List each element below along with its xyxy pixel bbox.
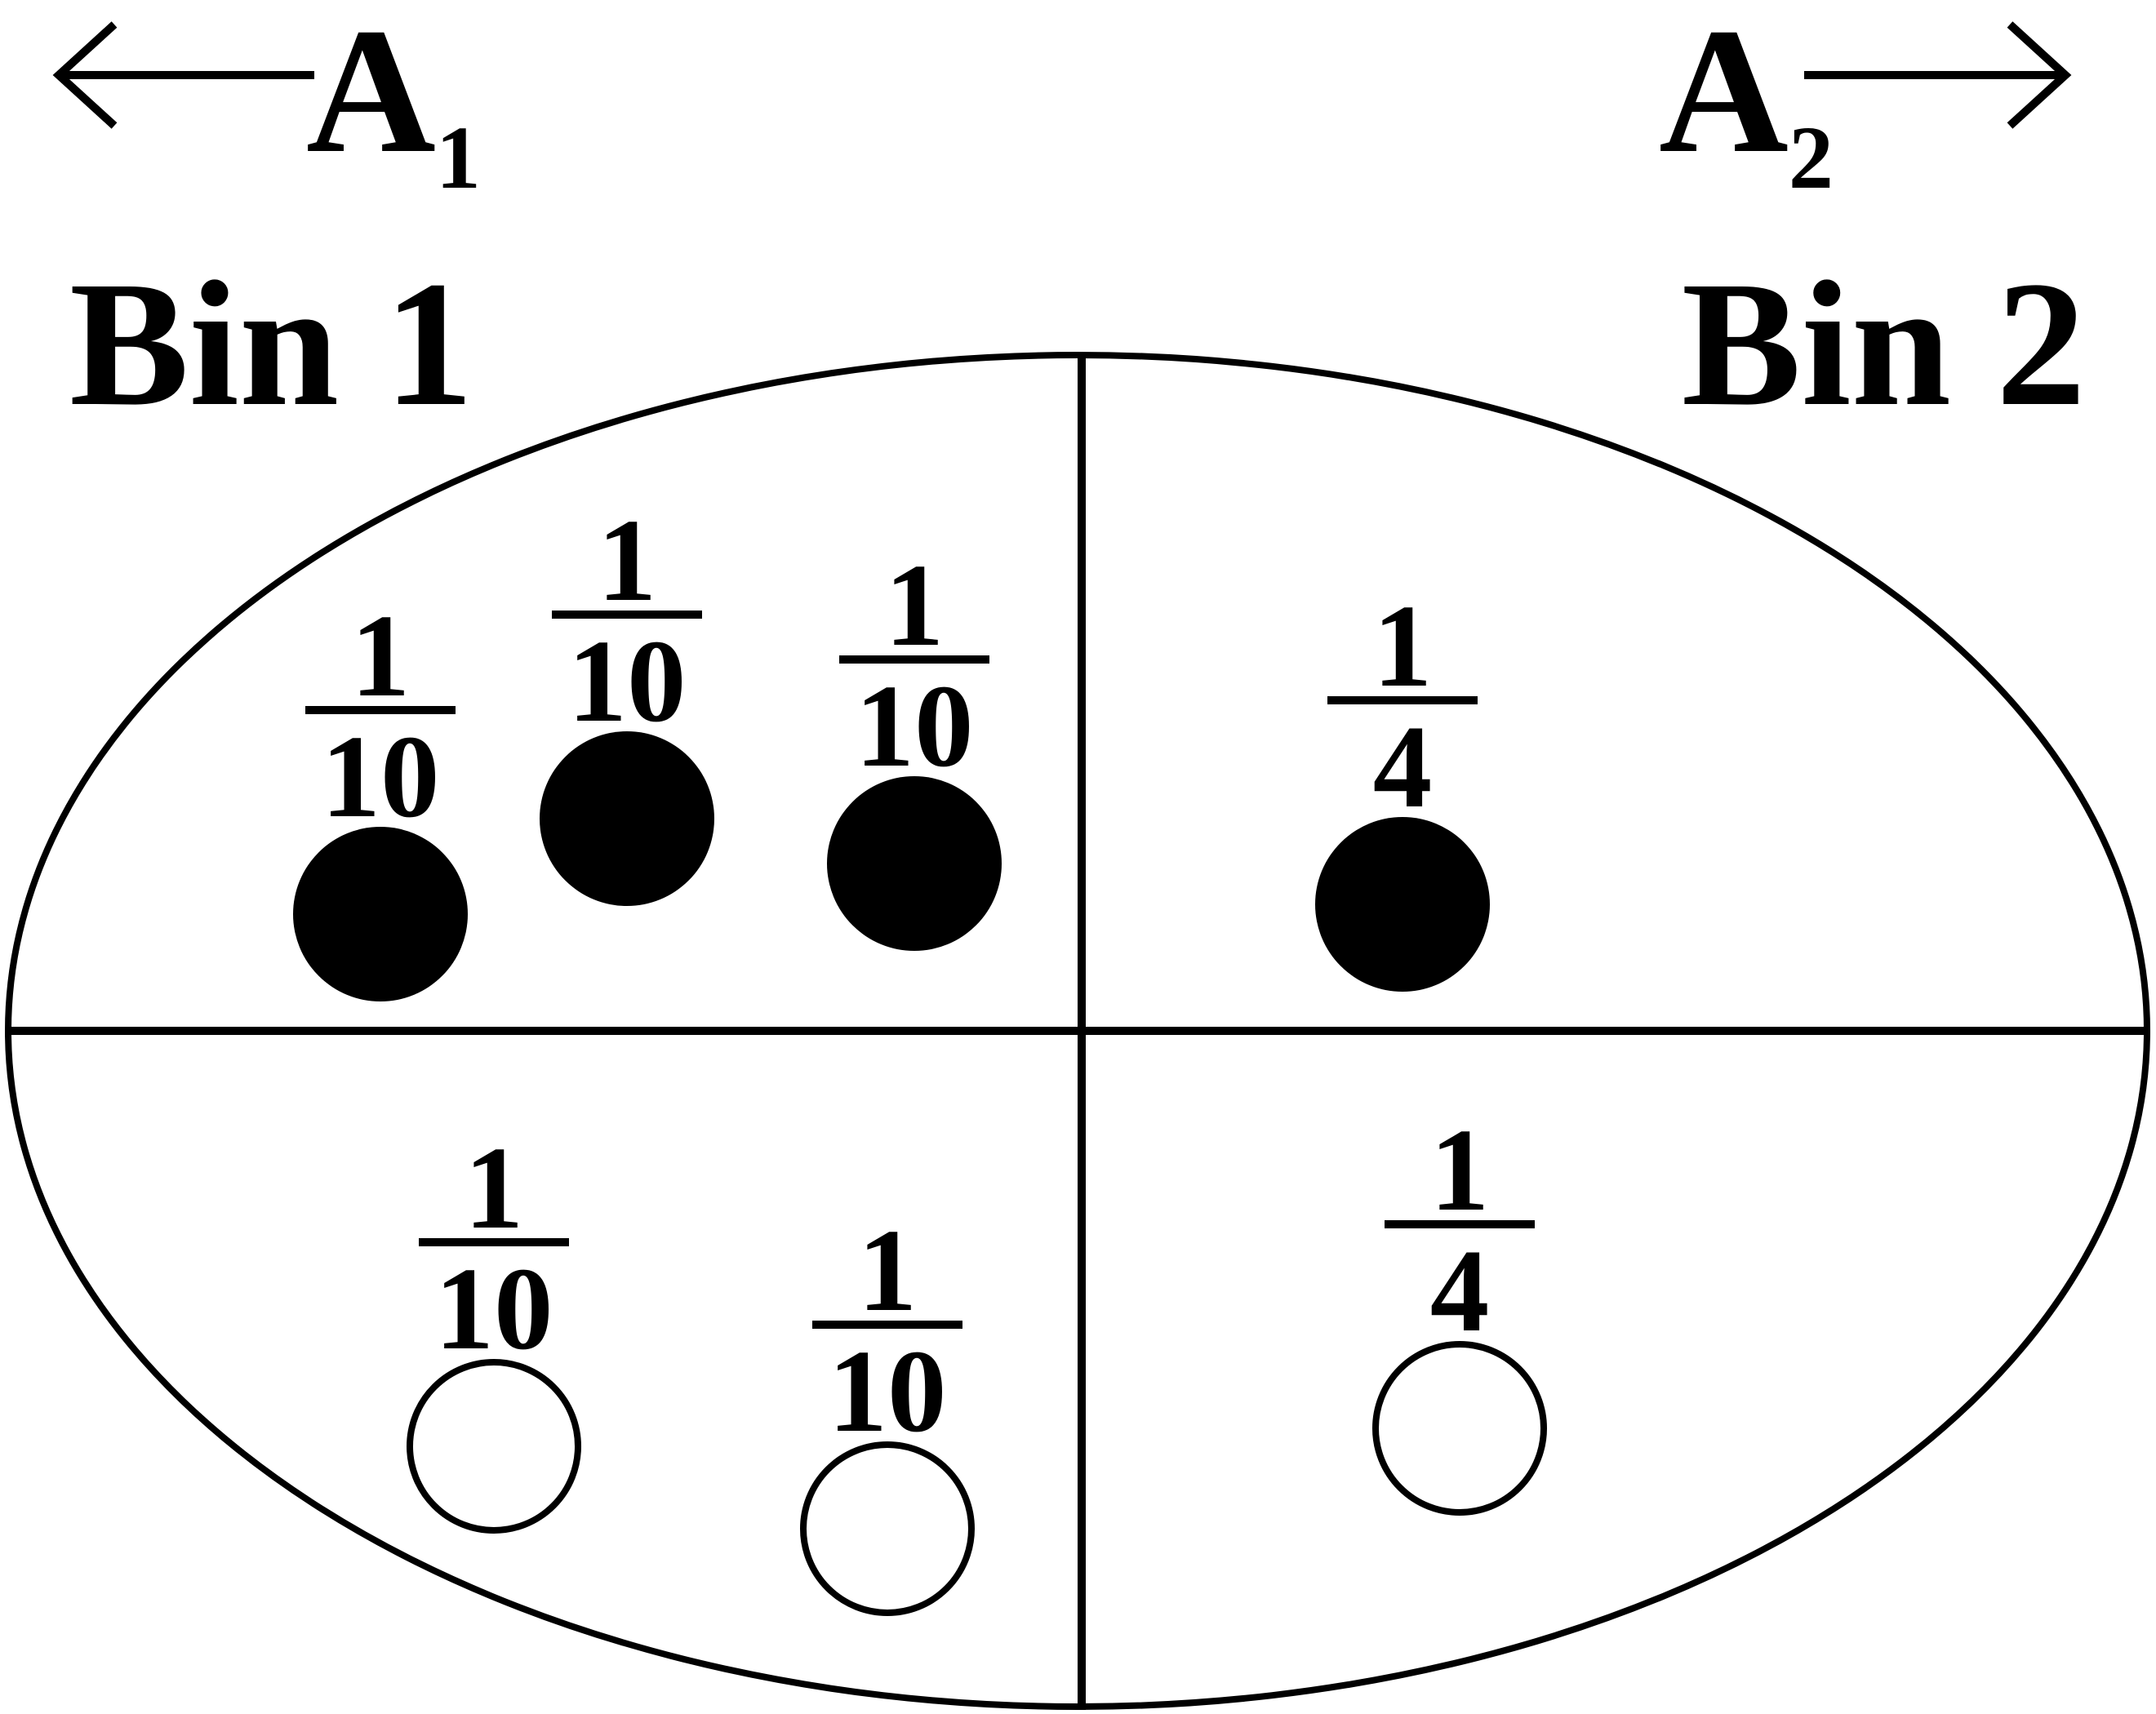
arrow-right-icon <box>1804 21 2072 129</box>
item-6: 110 <box>800 1206 975 1616</box>
fraction-numerator: 1 <box>858 1206 918 1336</box>
fraction-numerator: 1 <box>598 495 657 626</box>
open-circle-marker <box>407 1359 581 1534</box>
label-a1: A1 <box>306 0 481 207</box>
arrow-left-icon <box>52 21 314 129</box>
item-7: 14 <box>1372 1105 1547 1516</box>
open-circle-marker <box>800 1441 975 1616</box>
fraction-denominator: 4 <box>1373 702 1433 833</box>
fraction-denominator: 10 <box>568 616 687 747</box>
label-a2: A2 <box>1659 0 1834 207</box>
bin-1-title: Bin 1 <box>69 244 473 443</box>
item-2: 110 <box>540 495 714 906</box>
fraction-numerator: 1 <box>465 1123 524 1254</box>
fraction-numerator: 1 <box>1430 1105 1490 1236</box>
fraction-numerator: 1 <box>1373 581 1433 712</box>
label-a2-letter: A <box>1659 0 1789 190</box>
fraction-denominator: 10 <box>829 1326 947 1457</box>
fraction-denominator: 4 <box>1430 1226 1490 1357</box>
item-4: 14 <box>1315 581 1490 992</box>
fraction-numerator: 1 <box>885 540 945 671</box>
fraction-denominator: 10 <box>435 1244 553 1374</box>
label-a1-letter: A <box>306 0 436 190</box>
filled-circle-marker <box>540 731 714 906</box>
label-a2-subscript: 2 <box>1789 108 1834 207</box>
filled-circle-marker <box>293 827 468 1001</box>
bin-2-title: Bin 2 <box>1682 244 2086 443</box>
fraction-numerator: 1 <box>351 591 411 722</box>
label-a1-subscript: 1 <box>436 108 481 207</box>
item-1: 110 <box>293 591 468 1001</box>
fraction-denominator: 10 <box>322 712 440 842</box>
fraction-denominator: 10 <box>856 661 974 792</box>
open-circle-marker <box>1372 1341 1547 1516</box>
filled-circle-marker <box>1315 817 1490 992</box>
item-3: 110 <box>827 540 1002 951</box>
item-5: 110 <box>407 1123 581 1534</box>
filled-circle-marker <box>827 776 1002 951</box>
